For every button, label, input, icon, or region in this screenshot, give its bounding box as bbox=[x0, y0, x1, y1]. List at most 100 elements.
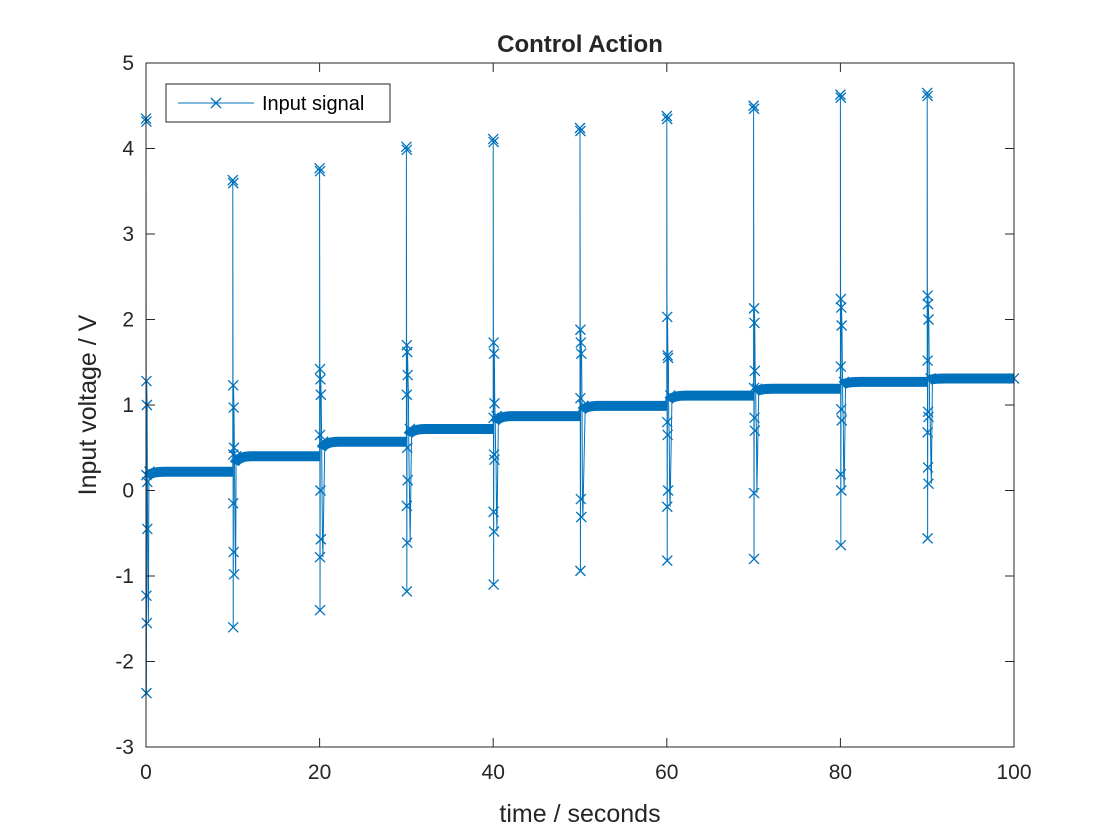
data-point-marker bbox=[838, 376, 850, 388]
data-point-marker bbox=[315, 389, 327, 401]
data-point-marker bbox=[228, 568, 240, 580]
y-tick-label: 3 bbox=[122, 223, 134, 246]
data-point-marker bbox=[835, 302, 847, 313]
data-point-marker bbox=[227, 621, 239, 633]
legend-entry-input-signal: Input signal bbox=[262, 93, 364, 115]
y-tick-label: 1 bbox=[122, 394, 134, 417]
y-tick-label: 4 bbox=[122, 138, 134, 161]
data-point-marker bbox=[401, 144, 413, 156]
data-point-marker bbox=[401, 585, 413, 597]
data-point-marker bbox=[923, 411, 934, 423]
data-point-marker bbox=[488, 412, 500, 424]
data-point-marker bbox=[661, 113, 673, 125]
y-tick-label: -3 bbox=[115, 736, 134, 759]
data-point-marker bbox=[491, 410, 503, 422]
chart-title: Control Action bbox=[497, 31, 663, 58]
data-point-marker bbox=[574, 125, 586, 137]
data-point-marker bbox=[228, 402, 240, 414]
data-point-marker bbox=[314, 363, 326, 375]
y-tick-label: 0 bbox=[122, 480, 134, 503]
data-point-marker bbox=[661, 501, 673, 513]
data-point-marker bbox=[489, 454, 500, 466]
data-point-marker bbox=[488, 449, 500, 461]
data-point-marker bbox=[748, 487, 760, 499]
data-point-marker bbox=[315, 373, 326, 385]
data-point-marker bbox=[314, 429, 326, 441]
data-point-marker bbox=[314, 165, 326, 177]
data-point-marker bbox=[836, 414, 848, 426]
data-point-marker bbox=[401, 500, 413, 512]
data-point-marker bbox=[575, 493, 587, 505]
data-point-marker bbox=[923, 478, 934, 490]
data-point-marker bbox=[922, 461, 934, 473]
data-point-marker bbox=[835, 361, 847, 372]
legend-marker-x bbox=[210, 97, 222, 109]
x-tick-label: 60 bbox=[655, 761, 678, 784]
data-point-marker bbox=[923, 314, 934, 325]
data-point-marker bbox=[922, 532, 934, 544]
steady-segment bbox=[664, 390, 754, 404]
data-point-marker bbox=[662, 429, 674, 441]
data-point-marker bbox=[662, 485, 674, 496]
data-point-marker bbox=[317, 436, 329, 448]
data-point-marker bbox=[661, 311, 673, 323]
data-point-marker bbox=[922, 290, 934, 302]
data-point-marker bbox=[487, 133, 499, 145]
x-tick-label: 0 bbox=[140, 761, 152, 784]
data-point-marker bbox=[834, 89, 846, 101]
data-point-marker bbox=[835, 403, 847, 415]
data-point-marker bbox=[575, 337, 587, 349]
steady-segment bbox=[838, 376, 928, 390]
plot-layer bbox=[140, 87, 1020, 699]
steady-segment bbox=[926, 373, 1014, 385]
legend-marker-glyph bbox=[210, 97, 222, 109]
data-point-marker bbox=[748, 382, 760, 394]
data-point-marker bbox=[488, 506, 500, 518]
data-point-marker bbox=[488, 337, 500, 349]
x-tick-label: 80 bbox=[829, 761, 852, 784]
data-point-marker bbox=[575, 348, 587, 360]
data-point-marker bbox=[835, 539, 847, 551]
data-point-marker bbox=[227, 449, 239, 461]
x-tick-label: 100 bbox=[996, 761, 1031, 784]
data-point-marker bbox=[574, 565, 586, 577]
steady-segment bbox=[403, 423, 494, 439]
data-point-marker bbox=[141, 617, 153, 629]
data-point-marker bbox=[488, 526, 500, 537]
data-point-marker bbox=[227, 174, 239, 186]
data-point-marker bbox=[488, 136, 500, 148]
data-point-marker bbox=[922, 426, 934, 438]
data-point-marker bbox=[314, 604, 326, 616]
data-point-marker bbox=[749, 425, 761, 437]
data-point-marker bbox=[227, 177, 239, 189]
data-point-marker bbox=[575, 511, 587, 523]
x-tick-label: 20 bbox=[308, 761, 331, 784]
data-point-marker bbox=[925, 373, 937, 384]
y-tick-label: -2 bbox=[115, 651, 134, 674]
data-point-marker bbox=[748, 100, 760, 112]
data-point-marker bbox=[749, 365, 761, 377]
data-point-marker bbox=[661, 555, 673, 567]
data-point-marker bbox=[922, 406, 934, 418]
data-point-marker bbox=[835, 485, 847, 496]
data-point-marker bbox=[578, 400, 589, 412]
data-point-marker bbox=[662, 349, 674, 361]
data-point-marker bbox=[835, 468, 847, 480]
data-point-marker bbox=[230, 450, 242, 462]
data-point-marker bbox=[748, 302, 760, 314]
data-point-marker bbox=[922, 355, 934, 366]
data-point-marker bbox=[836, 320, 848, 331]
y-tick-label: 2 bbox=[122, 309, 134, 332]
data-point-marker bbox=[922, 298, 934, 310]
steady-segment bbox=[577, 400, 667, 415]
data-point-marker bbox=[835, 293, 847, 305]
data-point-marker bbox=[662, 352, 674, 364]
data-point-marker bbox=[748, 553, 760, 565]
data-point-marker bbox=[401, 537, 413, 549]
data-point-marker bbox=[315, 533, 327, 545]
legend: Input signal bbox=[165, 83, 391, 123]
data-point-marker bbox=[402, 474, 414, 486]
data-point-marker bbox=[922, 90, 934, 102]
data-point-marker bbox=[314, 162, 326, 174]
